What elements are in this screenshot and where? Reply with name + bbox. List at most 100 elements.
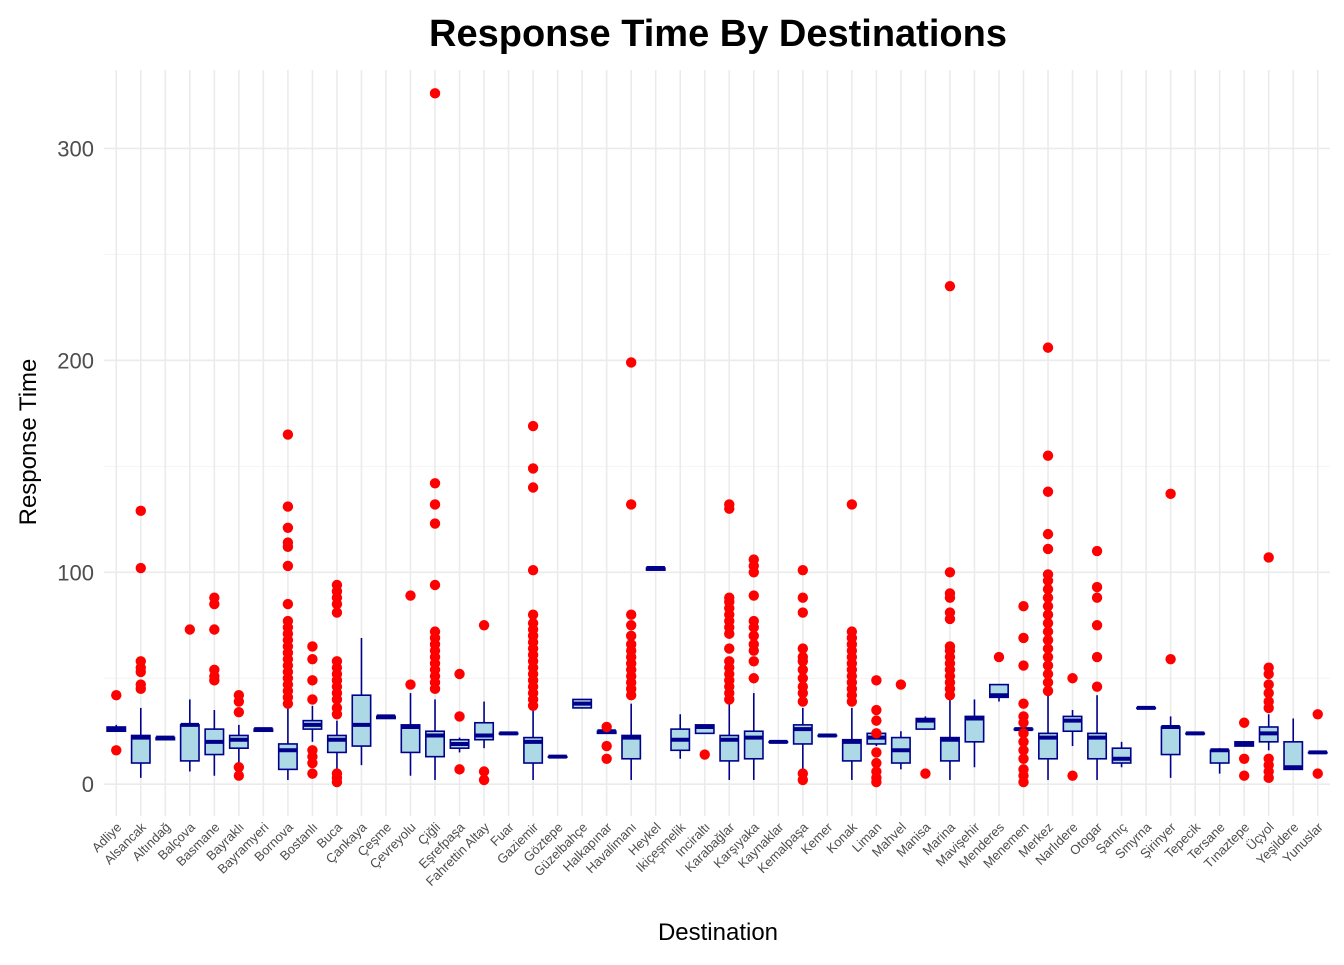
chart-title: Response Time By Destinations — [429, 13, 1007, 55]
outlier-point — [944, 567, 956, 578]
outlier-point — [797, 651, 809, 663]
outlier-point — [527, 609, 539, 620]
outlier-point — [405, 590, 416, 601]
outlier-point — [724, 643, 735, 654]
outlier-point — [797, 673, 809, 684]
outlier-point — [625, 609, 637, 620]
outlier-point — [331, 579, 343, 591]
outlier-point — [797, 564, 809, 576]
outlier-point — [282, 501, 294, 512]
outlier-point — [944, 641, 956, 652]
outlier-point — [1042, 569, 1054, 580]
outlier-point — [1263, 696, 1274, 707]
outlier-point — [405, 679, 416, 690]
x-axis-title: Destination — [658, 919, 778, 946]
outlier-point — [1067, 673, 1078, 684]
outlier-point — [282, 522, 294, 533]
outlier-point — [944, 607, 956, 618]
outlier-point — [871, 766, 882, 777]
outlier-point — [797, 768, 809, 779]
outlier-point — [871, 747, 882, 758]
box — [841, 738, 862, 762]
box — [1087, 732, 1108, 760]
box — [228, 734, 249, 749]
outlier-point — [135, 505, 146, 517]
outlier-point — [429, 626, 441, 637]
outlier-point — [748, 673, 759, 684]
outlier-point — [1018, 736, 1029, 748]
outlier-point — [209, 624, 220, 635]
outlier-point — [1042, 668, 1054, 680]
box — [694, 724, 715, 735]
boxes — [106, 566, 1328, 780]
outlier-point — [233, 706, 245, 718]
outlier-point — [331, 607, 343, 618]
box — [621, 734, 642, 760]
outlier-point — [1042, 617, 1054, 629]
box — [719, 734, 740, 762]
outlier-point — [724, 592, 735, 603]
outlier-point — [625, 499, 637, 510]
outlier-point — [1042, 634, 1054, 646]
outlier-point — [846, 499, 858, 510]
outlier-point — [184, 624, 196, 635]
y-tick-label: 200 — [57, 348, 94, 373]
x-axis-ticks: AdliyeAlsancakAltındağBalçovaBasmaneBayr… — [89, 819, 1327, 889]
box — [523, 736, 544, 764]
outlier-point — [797, 592, 809, 603]
box — [130, 734, 151, 764]
outlier-point — [1018, 600, 1029, 612]
outlier-point — [1042, 660, 1054, 671]
outlier-point — [1018, 745, 1029, 756]
outlier-point — [1312, 768, 1323, 779]
box — [351, 694, 372, 747]
outlier-point — [871, 704, 882, 716]
box — [915, 717, 936, 730]
outlier-point — [871, 728, 882, 739]
outlier-point — [1091, 545, 1103, 557]
outlier-point — [527, 420, 539, 432]
outlier-point — [282, 560, 294, 572]
box — [1283, 741, 1304, 771]
outlier-point — [282, 615, 294, 627]
outlier-point — [993, 651, 1005, 663]
outlier-point — [871, 675, 882, 686]
outlier-point — [1042, 450, 1054, 461]
outlier-point — [527, 463, 539, 474]
outlier-point — [527, 617, 539, 629]
outlier-point — [135, 656, 146, 667]
outlier-point — [527, 564, 539, 576]
outlier-point — [797, 681, 809, 692]
outlier-point — [871, 715, 882, 726]
outlier-point — [429, 88, 441, 99]
outlier-point — [797, 696, 809, 707]
outlier-point — [1091, 592, 1103, 603]
outlier-point — [233, 689, 245, 701]
outlier-point — [724, 499, 735, 510]
outlier-point — [625, 630, 637, 642]
outlier-point — [1042, 543, 1054, 555]
outlier-point — [1042, 592, 1054, 603]
outlier-point — [307, 641, 318, 652]
outlier-point — [797, 664, 809, 675]
outlier-point — [1238, 717, 1250, 728]
outlier-point — [1018, 711, 1029, 722]
outlier-point — [1018, 753, 1029, 764]
outlier-point — [1042, 528, 1054, 540]
outlier-point — [282, 429, 294, 440]
outlier-point — [429, 518, 441, 529]
outlier-point — [307, 768, 318, 779]
outliers — [111, 88, 1323, 788]
outlier-point — [1091, 681, 1103, 692]
outlier-point — [454, 764, 465, 775]
box — [1038, 732, 1059, 760]
outlier-point — [1263, 552, 1274, 563]
outlier-point — [1042, 609, 1054, 620]
outlier-point — [307, 653, 318, 665]
outlier-point — [1018, 660, 1029, 671]
box — [743, 730, 764, 760]
outlier-point — [1091, 581, 1103, 593]
outlier-point — [1263, 679, 1274, 690]
